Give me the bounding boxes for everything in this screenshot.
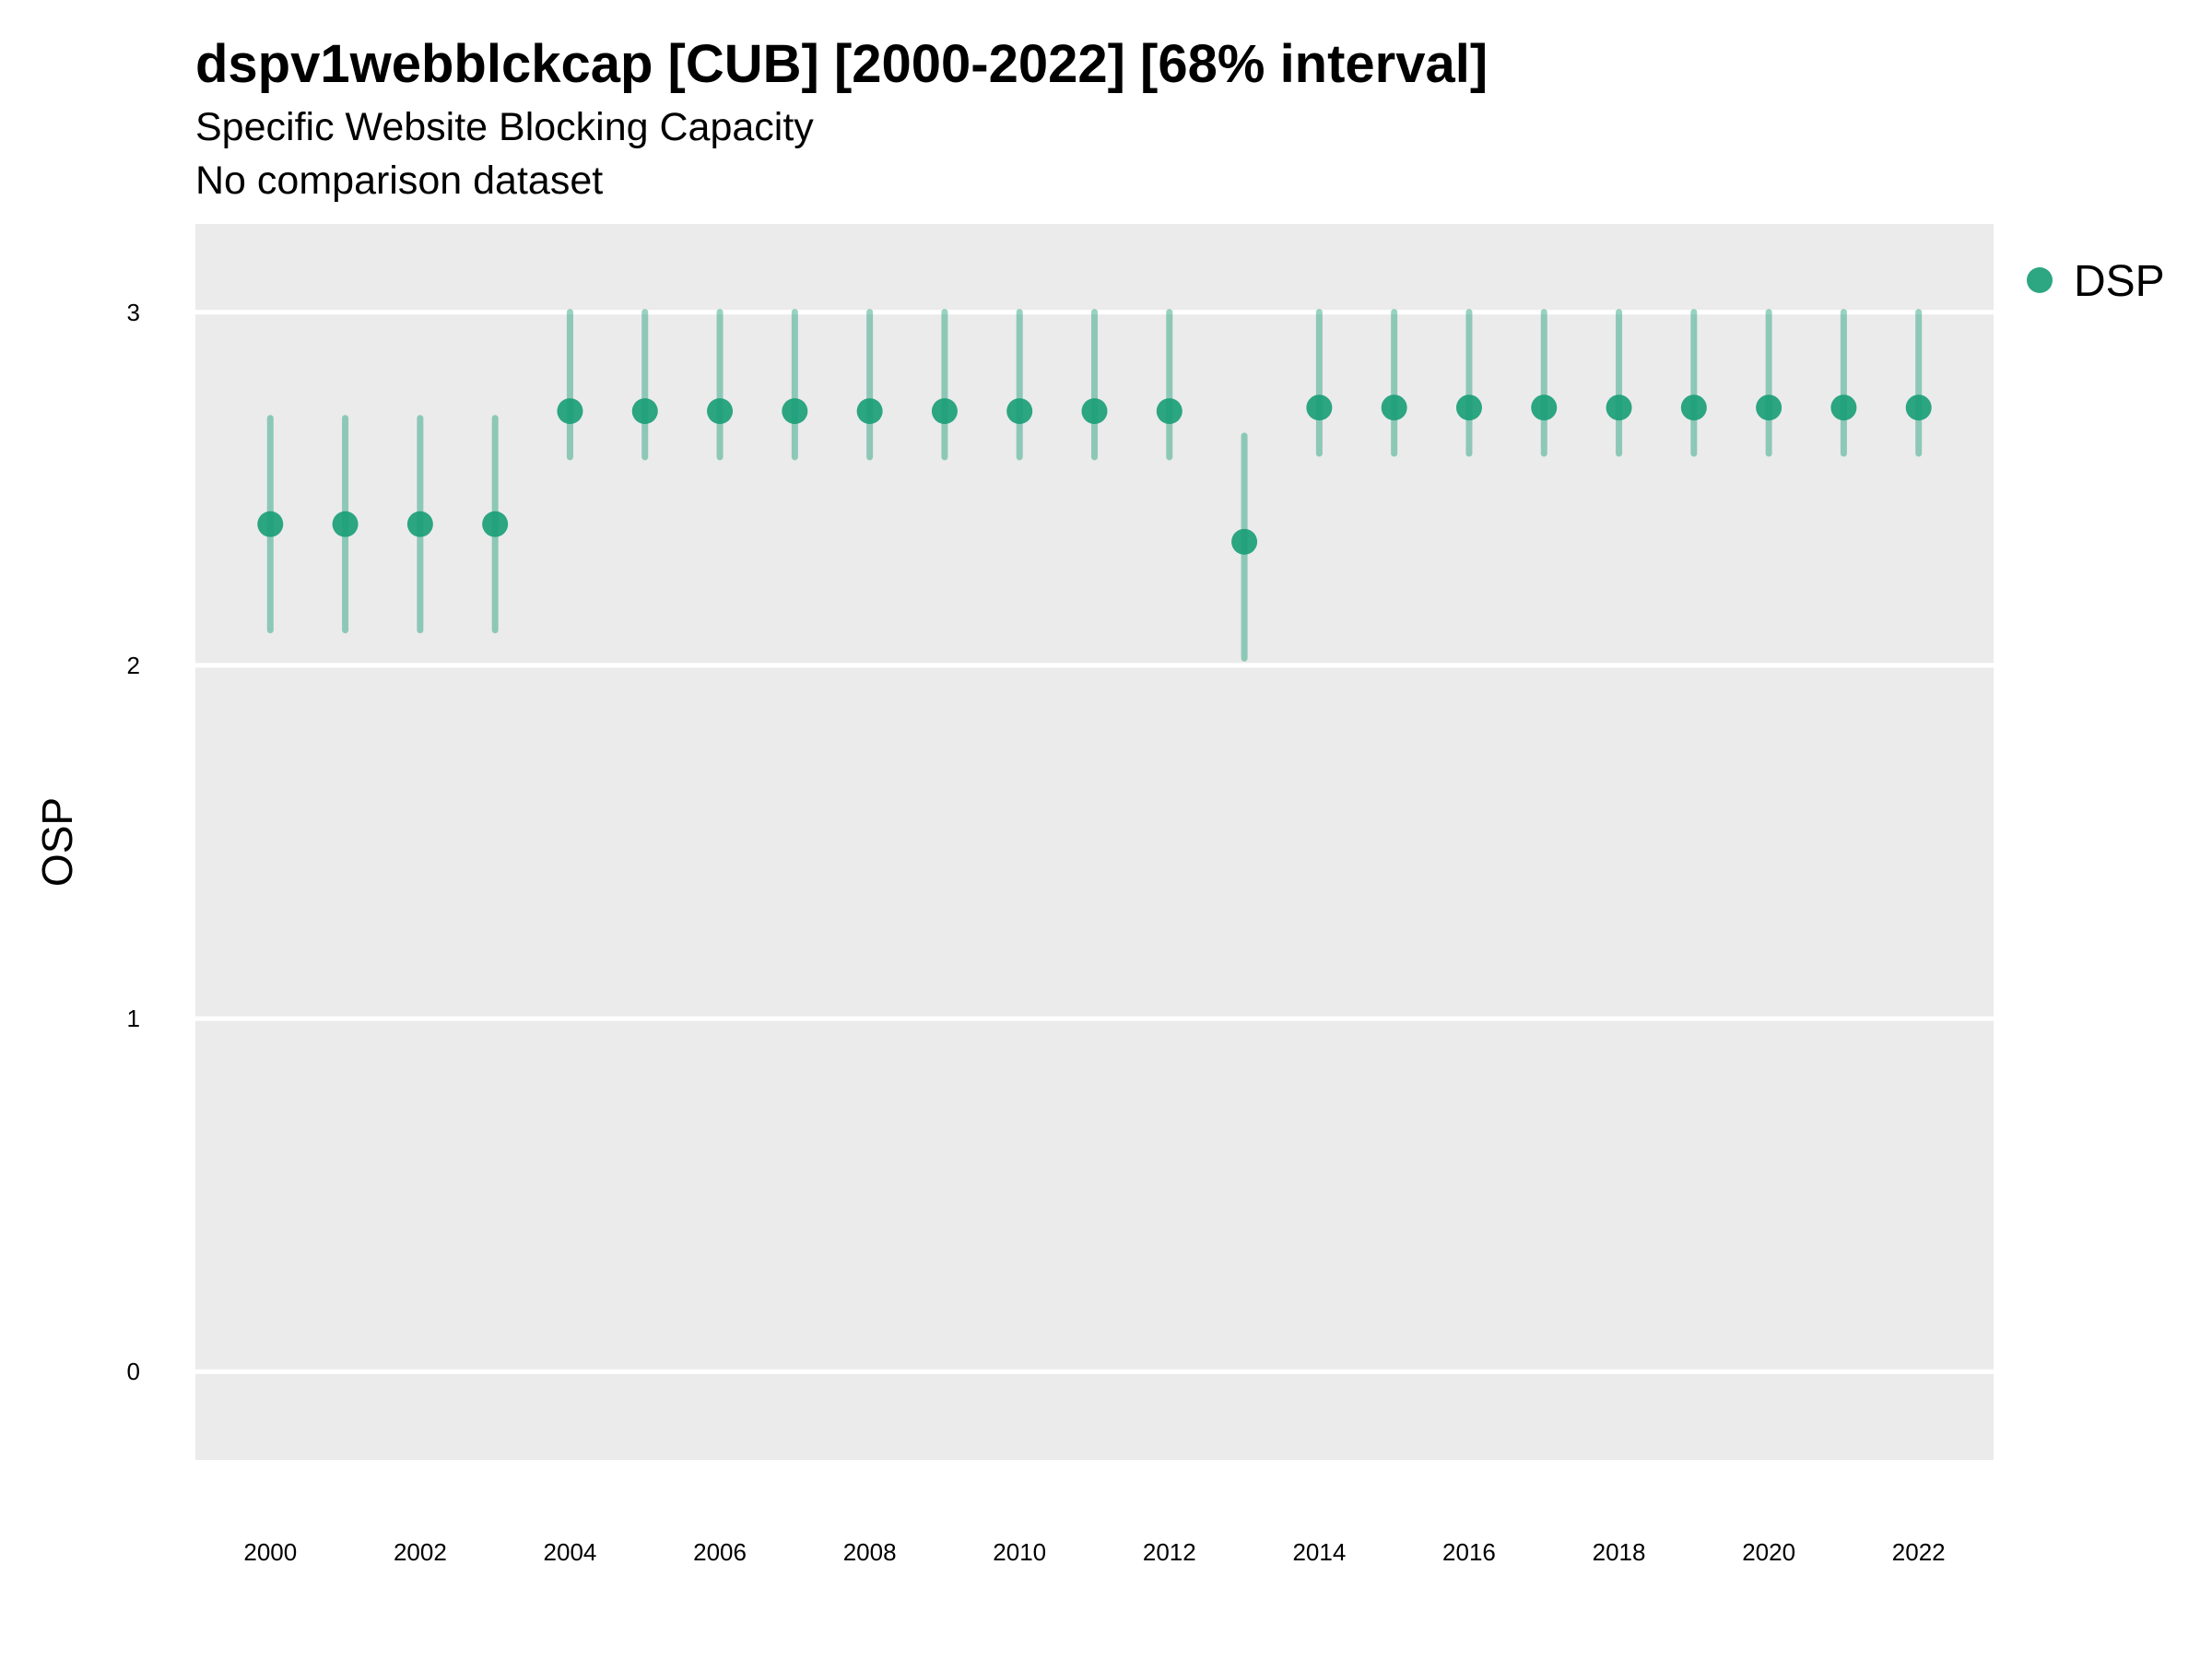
chart-caption: No comparison dataset [195,159,604,203]
x-tick-label-2004: 2004 [544,1538,597,1566]
legend: DSP [2027,257,2165,306]
x-tick-label-2020: 2020 [1742,1538,1795,1566]
x-tick-label-2010: 2010 [993,1538,1046,1566]
x-tick-label-2008: 2008 [843,1538,897,1566]
data-point-2001 [332,511,359,537]
data-point-2011 [1081,398,1108,425]
data-point-2013 [1231,528,1258,555]
data-point-2004 [557,398,583,425]
data-point-2022 [1905,394,1932,421]
x-tick-label-2002: 2002 [394,1538,447,1566]
data-point-2017 [1531,394,1558,421]
data-point-2012 [1156,398,1182,425]
data-point-2020 [1756,394,1783,421]
x-axis-ticks: 2000 2002 2004 2006 2008 2010 2012 2014 2016 2018… [243,1538,1945,1566]
x-tick-label-2018: 2018 [1593,1538,1646,1566]
data-point-2005 [631,398,658,425]
x-tick-label-2014: 2014 [1292,1538,1346,1566]
data-point-2006 [707,398,734,425]
chart-subtitle: Specific Website Blocking Capacity [195,105,814,149]
data-point-2007 [782,398,808,425]
x-tick-label-2016: 2016 [1442,1538,1496,1566]
data-point-2009 [931,398,958,425]
data-point-2002 [406,511,433,537]
y-axis-title: OSP [33,797,81,887]
grid-lines [195,310,1994,1374]
data-point-2008 [856,398,883,425]
x-tick-label-2000: 2000 [243,1538,297,1566]
x-tick-label-2006: 2006 [693,1538,747,1566]
y-tick-label-1: 1 [127,1005,140,1032]
data-point-2003 [482,511,509,537]
x-tick-label-2012: 2012 [1143,1538,1196,1566]
plot-panel [195,224,1994,1460]
y-tick-label-3: 3 [127,299,140,326]
x-tick-label-2022: 2022 [1892,1538,1946,1566]
data-point-2000 [257,511,284,537]
data-point-2019 [1680,394,1707,421]
data-point-2014 [1306,394,1333,421]
data-point-2016 [1455,394,1482,421]
y-tick-label-0: 0 [127,1358,140,1385]
legend-swatch-dsp [2027,267,2053,293]
legend-label-dsp: DSP [2074,257,2165,306]
data-point-2015 [1381,394,1407,421]
data-point-2018 [1606,394,1632,421]
data-point-2010 [1006,398,1033,425]
y-axis-ticks: 0 1 2 3 [127,299,140,1385]
y-tick-label-2: 2 [127,652,140,679]
data-marks [257,309,1932,662]
chart-title: dspv1webblckcap [CUB] [2000-2022] [68% i… [195,34,1488,94]
data-point-2021 [1830,394,1857,421]
